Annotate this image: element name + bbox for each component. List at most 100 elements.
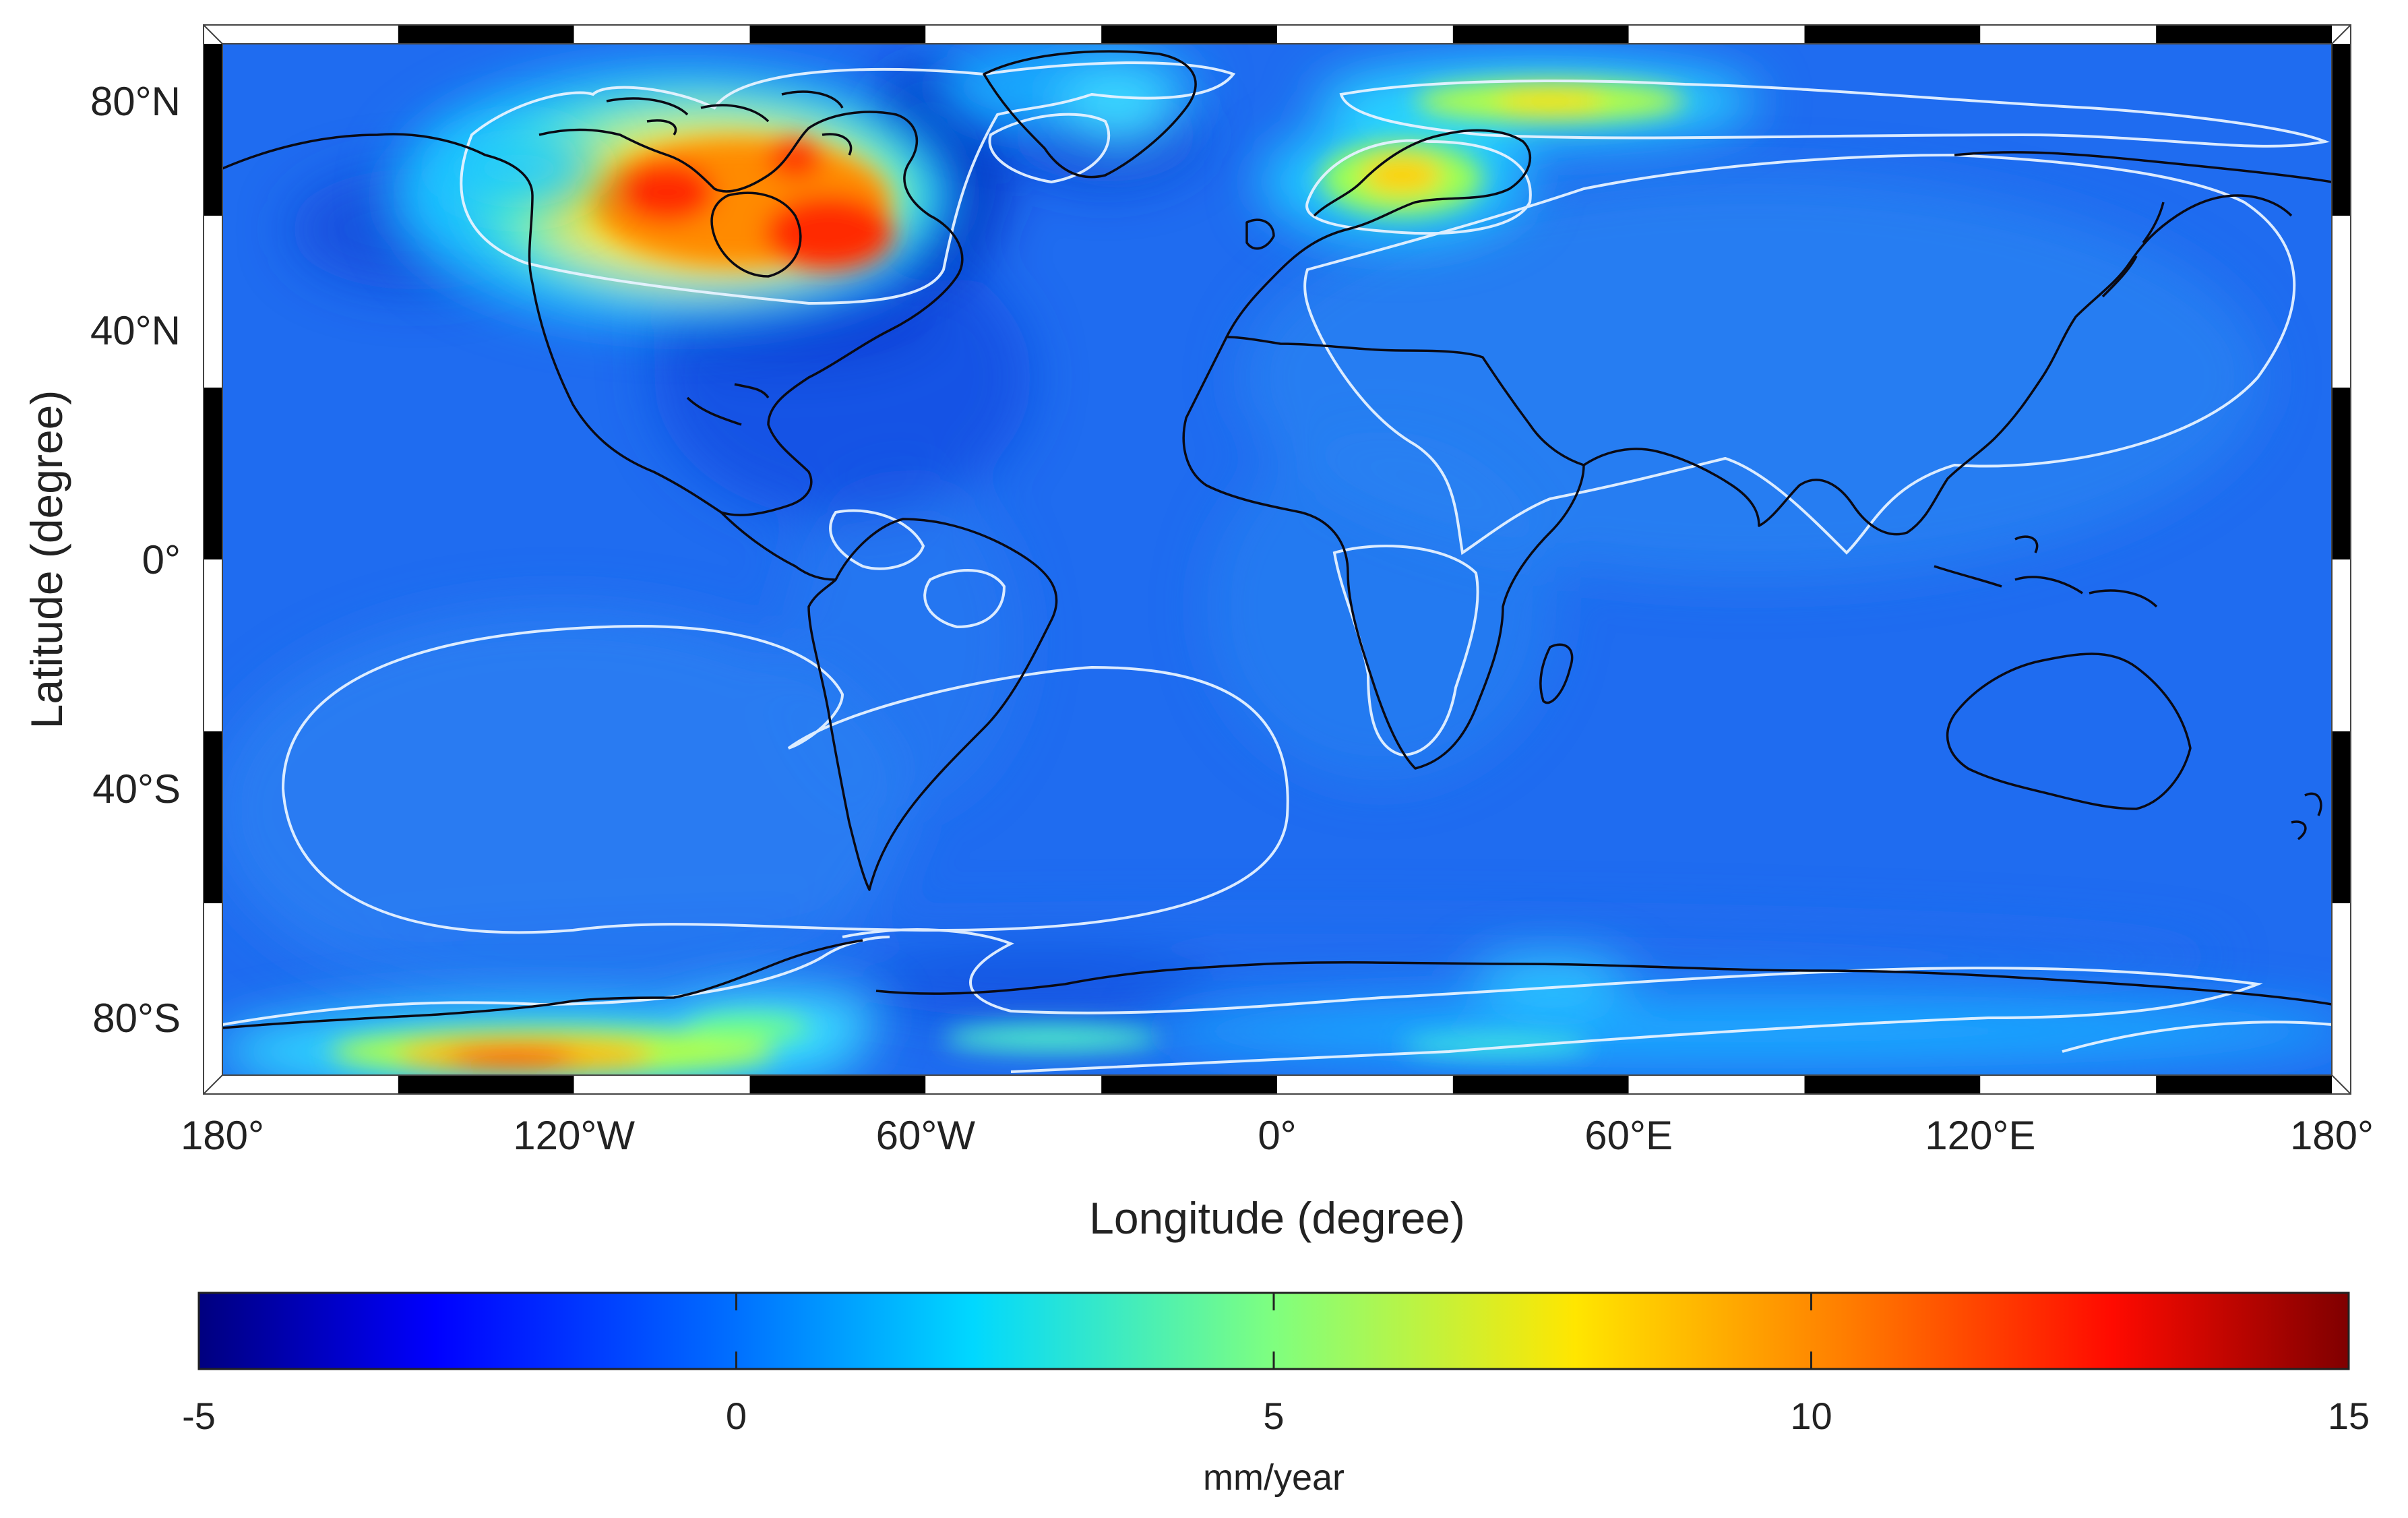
indonesia-coast — [1934, 535, 2158, 608]
frame-top-segment — [2156, 25, 2332, 44]
south-america-coast — [807, 518, 1058, 891]
frame-top-segment — [1277, 25, 1453, 44]
quebec-core — [768, 138, 822, 179]
frame-bottom-segment — [1277, 1075, 1453, 1094]
y-tick-label: 40°S — [92, 766, 181, 812]
colorbar: -5 0 5 10 15 mm/year — [182, 1292, 2370, 1498]
amundsen-mid — [944, 1025, 1159, 1052]
frame-right-segment — [2332, 559, 2351, 731]
west-antarctica-core — [448, 1048, 576, 1066]
frame-right-segment — [2332, 44, 2351, 216]
colorbar-tick-label: -5 — [182, 1395, 216, 1437]
colorbar-label: mm/year — [1203, 1457, 1345, 1498]
colorbar-ticks: -5 0 5 10 15 — [182, 1293, 2370, 1437]
frame-right-segment — [2332, 216, 2351, 388]
y-tick-labels: 80°N 40°N 0° 40°S 80°S — [90, 79, 181, 1041]
frame-right-segment — [2332, 731, 2351, 903]
frame-top-segment — [749, 25, 926, 44]
frame-left-segment — [204, 731, 222, 903]
madagascar-coast — [1539, 643, 1574, 704]
pacific-tint — [222, 607, 910, 1011]
antarctica-west-contour — [222, 936, 890, 1026]
colorbar-tick-label: 0 — [726, 1395, 747, 1437]
greenland-east — [1058, 67, 1179, 148]
alaska-halo — [438, 128, 600, 209]
colorbar-tick-label: 10 — [1790, 1395, 1832, 1437]
central-america-coast — [686, 383, 836, 581]
colorbar-tick-label: 5 — [1263, 1395, 1284, 1437]
frame-bottom-segment — [574, 1075, 750, 1094]
hudson-core — [765, 195, 893, 270]
frame-corner — [2331, 1074, 2351, 1095]
coastlines — [222, 50, 2332, 1029]
frame-bottom-segment — [222, 1075, 398, 1094]
frame-bottom-segment — [1804, 1075, 1981, 1094]
uplift-rate-field — [222, 44, 2332, 1075]
frame-right-segment — [2332, 903, 2351, 1075]
y-tick-label: 80°S — [92, 996, 181, 1041]
peninsula-mid — [687, 1014, 809, 1041]
antarctica-coast — [222, 939, 2332, 1029]
x-tick-label: 60°E — [1584, 1113, 1673, 1158]
frame-left-segment — [204, 903, 222, 1075]
frame-top-segment — [1980, 25, 2157, 44]
x-tick-label: 120°W — [513, 1113, 635, 1158]
frame-top-segment — [1101, 25, 1277, 44]
barents-core — [1496, 89, 1604, 113]
brazil-contour — [923, 569, 1006, 629]
australia-coast — [1946, 652, 2192, 810]
weddell-low — [863, 950, 1213, 1018]
frame-bottom-segment — [1452, 1075, 1629, 1094]
frame-top-segment — [1804, 25, 1981, 44]
frame-left-segment — [204, 216, 222, 388]
frame-bottom-segment — [1101, 1075, 1277, 1094]
greenland-coast — [983, 50, 1197, 179]
x-tick-label: 120°E — [1925, 1113, 2035, 1158]
frame-bottom-segment — [925, 1075, 1102, 1094]
scandinavia-contour — [1305, 139, 1532, 235]
frame-bottom-segment — [1980, 1075, 2157, 1094]
y-tick-label: 0° — [142, 537, 181, 582]
x-axis-label: Longitude (degree) — [1089, 1193, 1465, 1243]
eurasia-contour — [1303, 153, 2296, 555]
frame-corner — [2331, 24, 2351, 44]
ross-halo — [1469, 957, 1631, 998]
y-tick-label: 40°N — [90, 308, 181, 353]
frame-left-segment — [204, 559, 222, 731]
hudson-bay-coast — [710, 191, 802, 278]
frame-left-segment — [204, 44, 222, 216]
frame-top-segment — [574, 25, 750, 44]
x-tick-label: 180° — [2290, 1113, 2374, 1158]
frame-corner — [203, 1074, 223, 1095]
frame-outline — [203, 24, 2351, 1095]
y-tick-label: 80°N — [90, 79, 181, 124]
europe-coast — [1225, 129, 1531, 338]
japan-coast — [2101, 202, 2165, 298]
arctic-islands — [606, 90, 853, 156]
frame-corner — [203, 24, 223, 44]
africa-tint — [1206, 431, 1557, 782]
amazon-contour — [829, 509, 925, 570]
x-tick-label: 60°W — [876, 1113, 976, 1158]
x-tick-labels: 180° 120°W 60°W 0° 60°E 120°E 180° — [181, 1113, 2374, 1158]
north-america-coast — [222, 111, 964, 516]
frame-top-segment — [1452, 25, 1629, 44]
y-axis-label: Latitude (degree) — [22, 390, 71, 729]
southern-ocean-band — [337, 917, 2224, 998]
colorbar-tick-label: 15 — [2328, 1395, 2370, 1437]
frame-inner-outline — [222, 43, 2333, 1076]
map-frame — [203, 24, 2351, 1095]
asia-coast — [1583, 151, 2332, 536]
southern-ocean-contour — [842, 928, 2332, 1073]
x-tick-label: 0° — [1258, 1113, 1296, 1158]
frame-bottom-segment — [1628, 1075, 1805, 1094]
frame-bottom-segment — [398, 1075, 574, 1094]
frame-bottom-segment — [2156, 1075, 2332, 1094]
frame-top-segment — [398, 25, 574, 44]
canada-west-core — [620, 162, 714, 222]
africa-coast — [1182, 336, 1585, 770]
greenland-contour — [988, 113, 1111, 184]
frame-bottom-segment — [749, 1075, 926, 1094]
southamerica-tint — [782, 472, 1024, 809]
